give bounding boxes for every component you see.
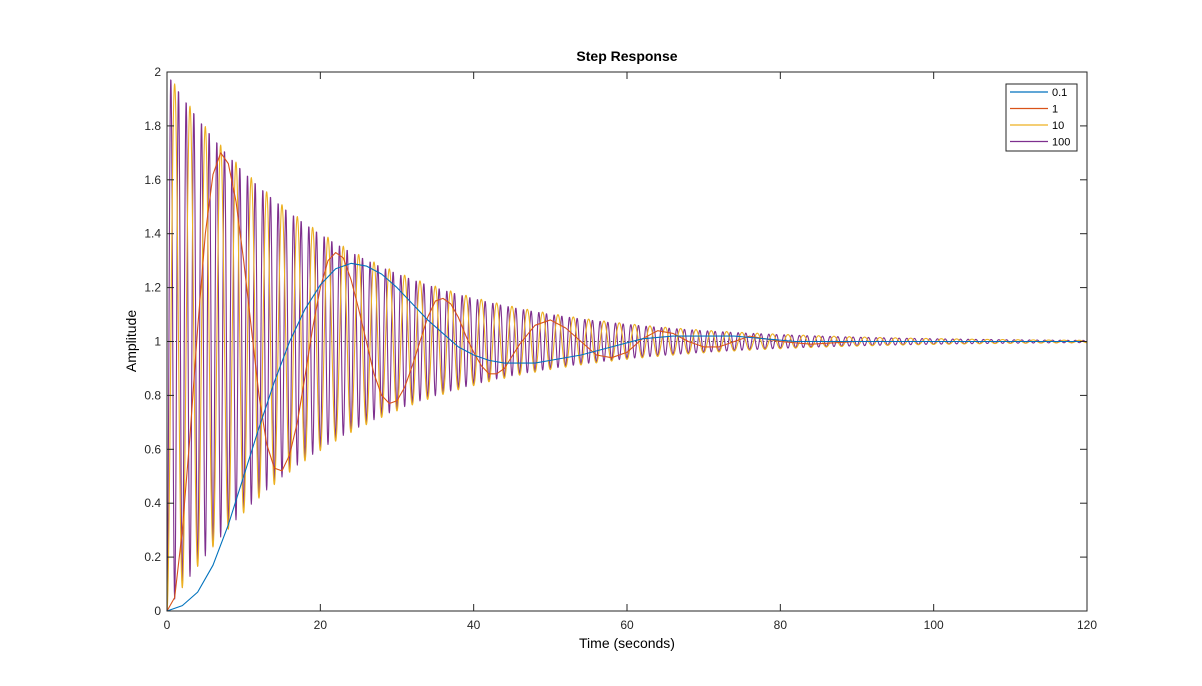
x-tick-label: 60 (620, 618, 634, 632)
y-tick-label: 0.6 (144, 442, 161, 456)
y-tick-label: 1.8 (144, 119, 161, 133)
y-tick-label: 2 (154, 65, 161, 79)
x-tick-label: 80 (774, 618, 788, 632)
y-tick-label: 1.4 (144, 227, 161, 241)
chart-title: Step Response (576, 48, 677, 64)
y-tick-label: 0.4 (144, 496, 161, 510)
x-tick-label: 20 (314, 618, 328, 632)
x-tick-label: 40 (467, 618, 481, 632)
legend-entry-label: 100 (1052, 137, 1070, 149)
x-tick-label: 0 (164, 618, 171, 632)
series-layer (166, 79, 1088, 612)
y-axis-label: Amplitude (123, 310, 139, 372)
legend-entry-label: 0.1 (1052, 87, 1067, 99)
x-axis-label: Time (seconds) (579, 635, 675, 651)
legend-entry-label: 10 (1052, 120, 1064, 132)
y-tick-label: 1.6 (144, 173, 161, 187)
x-tick-label: 100 (924, 618, 944, 632)
series-line-0-1 (166, 262, 1087, 612)
series-line-1 (166, 152, 1087, 612)
y-tick-label: 1.2 (144, 281, 161, 295)
series-line-10 (166, 83, 1088, 612)
y-tick-label: 0.8 (144, 388, 161, 402)
legend: 0.1 1 10 100 (1005, 83, 1078, 152)
y-tick-label: 0 (154, 604, 161, 618)
tick-layer: 0 20 40 60 80 100 120 0 0.2 0.4 0.6 0.8 1 1.2 1.4 1.6 1.… (144, 65, 1097, 632)
x-tick-label: 120 (1077, 618, 1097, 632)
legend-entry-label: 1 (1052, 104, 1058, 116)
y-tick-label: 1 (154, 335, 161, 349)
legend-box (1005, 83, 1078, 152)
y-tick-label: 0.2 (144, 550, 161, 564)
